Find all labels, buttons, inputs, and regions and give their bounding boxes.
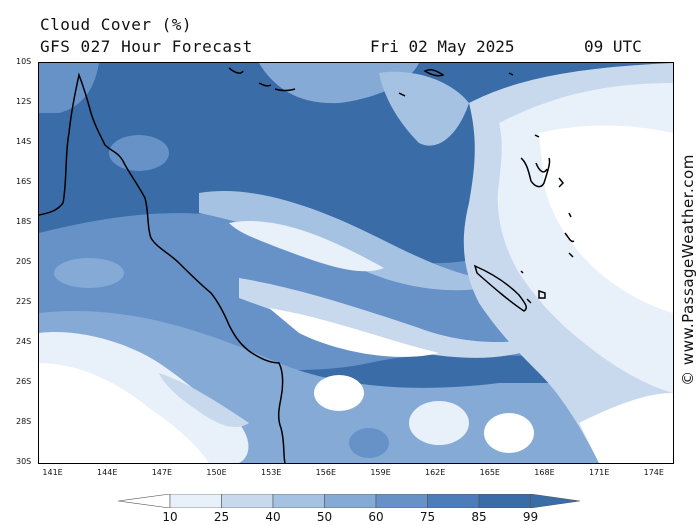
colorbar-tick-label: 50 [316, 510, 333, 524]
lat-label: 12S [16, 97, 32, 106]
forecast-label: GFS 027 Hour Forecast [40, 37, 253, 56]
map-area[interactable] [38, 62, 674, 464]
colorbar-segment [324, 494, 377, 508]
colorbar-segment [478, 494, 531, 508]
lat-label: 18S [16, 217, 32, 226]
lat-label: 16S [16, 177, 32, 186]
lon-label: 159E [370, 468, 391, 477]
colorbar-tick-label: 99 [522, 510, 539, 524]
lon-label: 150E [206, 468, 227, 477]
chart-title: Cloud Cover (%) [40, 15, 192, 34]
colorbar [118, 494, 581, 508]
lat-label: 28S [16, 417, 32, 426]
lon-label: 165E [479, 468, 500, 477]
lon-label: 171E [588, 468, 610, 477]
colorbar-segment [272, 494, 325, 508]
colorbar-arrow-low [118, 494, 171, 508]
colorbar-tick-label: 60 [368, 510, 384, 524]
colorbar-tick-label: 10 [162, 510, 178, 524]
watermark: © www.PassageWeather.com [679, 154, 697, 386]
valid-date: Fri 02 May 2025 [370, 37, 515, 56]
lon-label: 174E [643, 468, 664, 477]
colorbar-tick-label: 25 [213, 510, 230, 524]
colorbar-segment [427, 494, 480, 508]
coastlines [39, 67, 575, 463]
lat-label: 22S [16, 297, 32, 306]
lat-label: 20S [16, 257, 32, 266]
colorbar-arrow-high [530, 494, 581, 508]
colorbar-segment [375, 494, 428, 508]
cloud-cover-map [39, 63, 673, 463]
cloud-cover-field [39, 63, 673, 463]
lon-label: 144E [97, 468, 118, 477]
valid-time: 09 UTC [584, 37, 642, 56]
lat-label: 30S [16, 457, 32, 466]
lon-label: 147E [151, 468, 173, 477]
lat-label: 24S [16, 337, 32, 346]
colorbar-tick-label: 40 [265, 510, 281, 524]
lon-label: 168E [534, 468, 555, 477]
lon-label: 141E [42, 468, 63, 477]
lat-label: 14S [16, 137, 32, 146]
lat-label: 26S [16, 377, 32, 386]
lat-label: 10S [16, 57, 32, 66]
colorbar-segment [169, 494, 222, 508]
lon-label: 153E [261, 468, 282, 477]
colorbar-tick-label: 85 [471, 510, 487, 524]
lon-label: 162E [424, 468, 446, 477]
colorbar-tick-label: 75 [419, 510, 436, 524]
lon-label: 156E [315, 468, 337, 477]
colorbar-segment [221, 494, 274, 508]
